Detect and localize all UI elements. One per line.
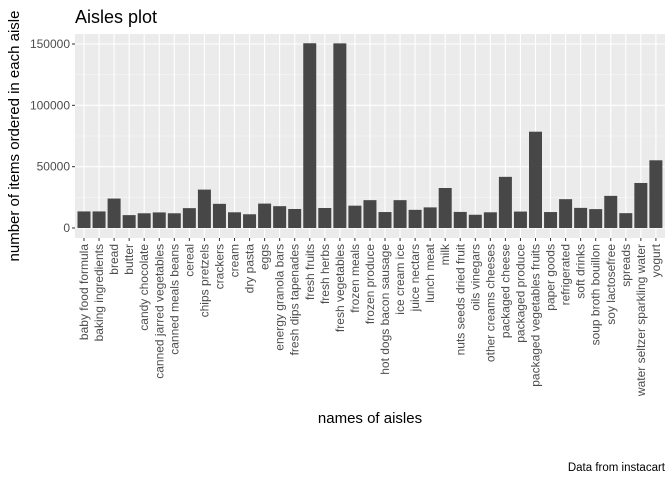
bar bbox=[288, 208, 302, 228]
bar bbox=[182, 208, 196, 228]
x-tick-label: frozen produce bbox=[363, 244, 377, 324]
bar bbox=[559, 199, 573, 228]
bar bbox=[604, 195, 618, 228]
bar bbox=[498, 176, 512, 228]
bar bbox=[77, 211, 91, 228]
x-tick-label: butter bbox=[122, 244, 136, 275]
bar bbox=[634, 182, 648, 228]
bar bbox=[107, 198, 121, 228]
x-tick-label: cereal bbox=[182, 244, 196, 277]
x-tick-label: eggs bbox=[258, 244, 272, 270]
x-tick-label: packaged produce bbox=[513, 244, 527, 343]
bar bbox=[152, 212, 166, 228]
bar bbox=[137, 213, 151, 228]
x-tick-label: baking ingredients bbox=[92, 244, 106, 341]
x-tick-label: milk bbox=[438, 243, 452, 265]
x-tick-label: fresh herbs bbox=[318, 244, 332, 304]
x-tick-label: oils vinegars bbox=[468, 244, 482, 311]
x-tick-label: frozen meals bbox=[348, 244, 362, 313]
x-tick-label: paper goods bbox=[544, 244, 558, 311]
y-tick-label: 100000 bbox=[30, 98, 70, 112]
bar bbox=[378, 212, 392, 228]
x-tick-label: refrigerated bbox=[559, 244, 573, 305]
bar bbox=[92, 211, 106, 228]
x-tick-label: nuts seeds dried fruit bbox=[453, 243, 467, 355]
x-tick-label: juice nectars bbox=[408, 244, 422, 312]
bar bbox=[303, 43, 317, 228]
bar bbox=[483, 212, 497, 228]
bar bbox=[212, 203, 226, 228]
bar bbox=[228, 212, 241, 228]
x-axis-label: names of aisles bbox=[318, 410, 422, 427]
bar bbox=[529, 131, 542, 228]
bar bbox=[438, 188, 452, 228]
bar bbox=[544, 212, 558, 228]
bar bbox=[408, 209, 422, 228]
x-tick-label: spreads bbox=[619, 244, 633, 287]
bar bbox=[589, 209, 603, 228]
x-tick-label: soy lactosefree bbox=[604, 244, 618, 325]
bar bbox=[619, 213, 633, 228]
y-tick-label: 0 bbox=[63, 221, 70, 235]
x-tick-label: dry pasta bbox=[243, 244, 257, 294]
x-tick-label: soup broth bouillon bbox=[589, 244, 603, 345]
x-tick-label: baby food formula bbox=[77, 244, 91, 340]
bars bbox=[77, 43, 663, 229]
x-tick-label: packaged vegetables fruits bbox=[529, 244, 543, 387]
bar bbox=[197, 189, 211, 228]
bar bbox=[649, 160, 663, 228]
x-tick-label: ice cream ice bbox=[393, 244, 407, 315]
bar bbox=[258, 203, 272, 228]
y-tick-label: 50000 bbox=[37, 160, 71, 174]
x-tick-label: packaged cheese bbox=[498, 244, 512, 338]
bar bbox=[333, 43, 347, 229]
x-tick-label: candy chocolate bbox=[137, 244, 151, 331]
bar bbox=[318, 208, 332, 228]
chart-caption: Data from instacart bbox=[568, 462, 666, 474]
x-tick-label: fresh fruits bbox=[303, 244, 317, 300]
y-axis-ticks: 0 50000 100000 150000 bbox=[30, 37, 75, 235]
bar bbox=[243, 214, 257, 228]
x-tick-label: cream bbox=[228, 244, 242, 277]
bar bbox=[273, 206, 287, 228]
x-tick-label: other creams cheeses bbox=[483, 244, 497, 362]
bar bbox=[513, 211, 527, 228]
bar bbox=[348, 205, 362, 228]
y-axis-label: number of items ordered in each aisle bbox=[6, 11, 23, 262]
bar bbox=[423, 207, 437, 228]
y-tick-label: 150000 bbox=[30, 37, 70, 51]
bar bbox=[122, 215, 136, 228]
x-axis-ticks: baby food formula baking ingredients bread… bbox=[77, 238, 663, 397]
bar bbox=[393, 200, 407, 228]
bar bbox=[363, 200, 377, 228]
x-tick-label: yogurt bbox=[649, 243, 663, 277]
x-tick-label: canned meals beans bbox=[167, 244, 181, 355]
bar bbox=[468, 214, 482, 228]
x-tick-label: crackers bbox=[212, 244, 226, 289]
x-tick-label: hot dogs bacon sausage bbox=[378, 244, 392, 375]
x-tick-label: canned jarred vegetables bbox=[152, 244, 166, 379]
bar bbox=[574, 207, 588, 228]
bar bbox=[453, 211, 467, 228]
bar bbox=[167, 213, 181, 228]
chart-title: Aisles plot bbox=[75, 7, 157, 27]
x-tick-label: fresh dips tapenades bbox=[288, 244, 302, 355]
x-tick-label: chips pretzels bbox=[197, 244, 211, 317]
x-tick-label: energy granola bars bbox=[273, 244, 287, 351]
x-tick-label: water seltzer sparkling water bbox=[634, 244, 648, 397]
x-tick-label: bread bbox=[107, 244, 121, 275]
x-tick-label: fresh vegetables bbox=[333, 244, 347, 332]
x-tick-label: lunch meat bbox=[423, 243, 437, 302]
x-tick-label: soft drinks bbox=[574, 244, 588, 299]
